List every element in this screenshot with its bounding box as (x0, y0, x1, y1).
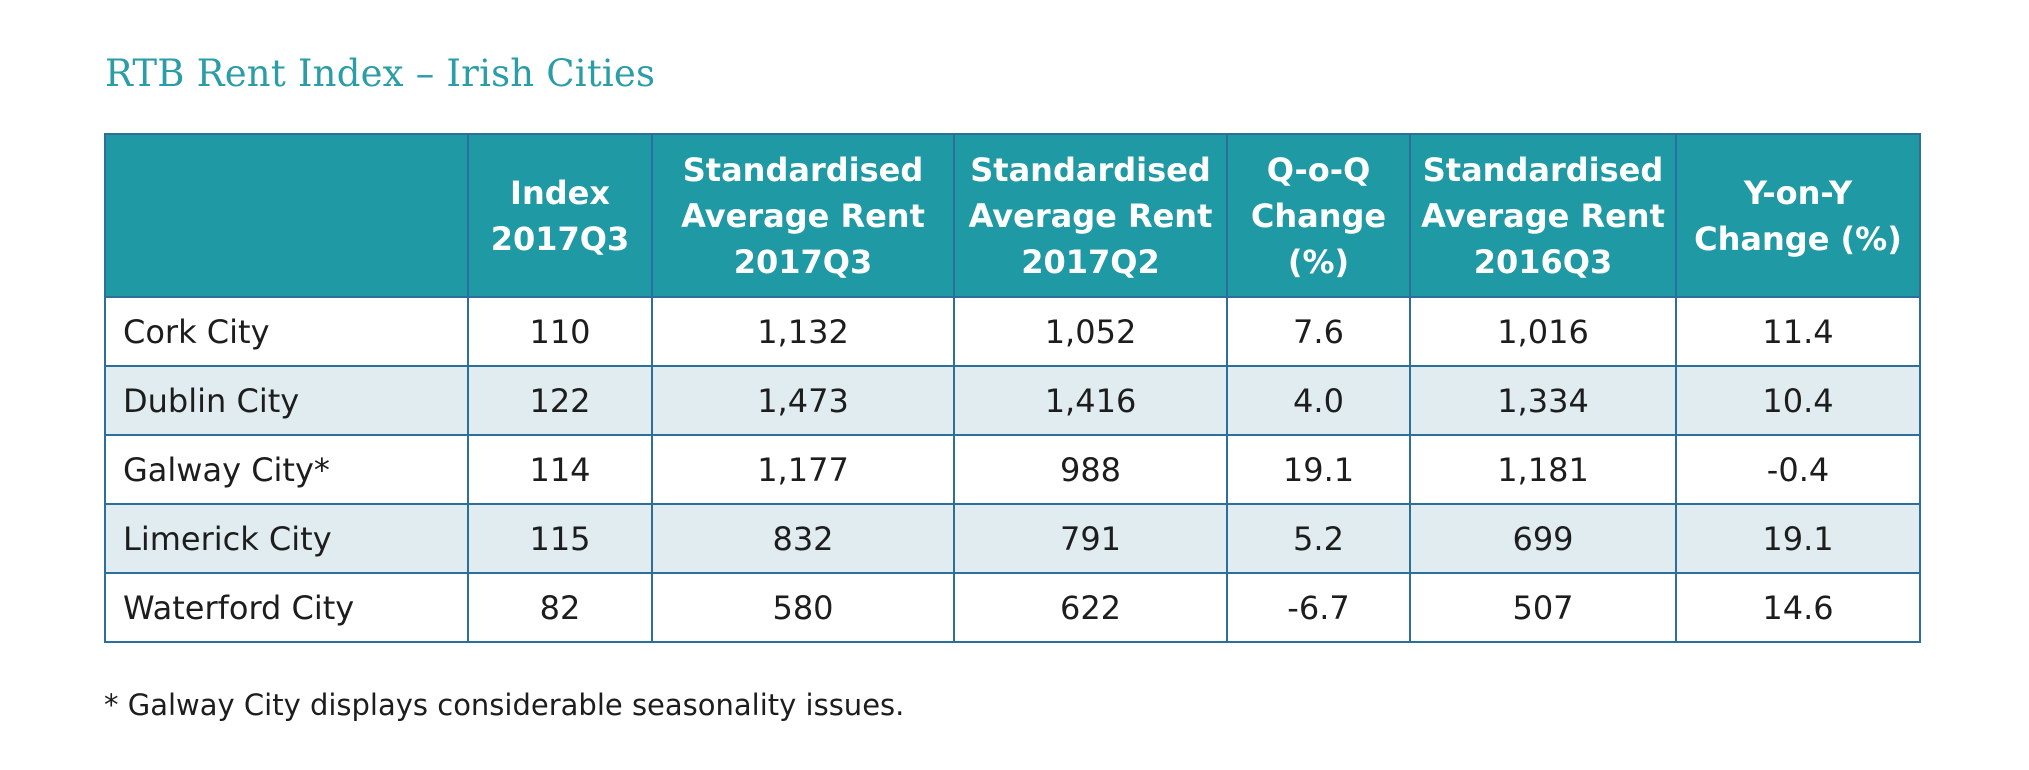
rent-2017q3-cell: 1,473 (651, 365, 955, 436)
city-name-cell: Limerick City (104, 503, 469, 574)
table-row: Dublin City 122 1,473 1,416 4.0 1,334 10… (104, 365, 1921, 436)
page-title: RTB Rent Index – Irish Cities (105, 52, 656, 95)
index-cell: 115 (467, 503, 653, 574)
city-name-cell: Waterford City (104, 572, 469, 643)
yoy-change-cell: 11.4 (1675, 296, 1921, 367)
yoy-change-cell: 14.6 (1675, 572, 1921, 643)
rent-2017q2-cell: 1,416 (953, 365, 1228, 436)
city-name-cell: Galway City* (104, 434, 469, 505)
header-cell-yoy-change: Y-on-Y Change (%) (1675, 133, 1921, 298)
index-cell: 82 (467, 572, 653, 643)
rent-2017q2-cell: 988 (953, 434, 1228, 505)
qoq-change-cell: 19.1 (1226, 434, 1411, 505)
header-cell-qoq-change: Q-o-Q Change (%) (1226, 133, 1411, 298)
rent-2016q3-cell: 507 (1409, 572, 1677, 643)
rent-2016q3-cell: 1,016 (1409, 296, 1677, 367)
rent-index-table: Index 2017Q3 Standardised Average Rent 2… (104, 133, 1921, 643)
index-cell: 122 (467, 365, 653, 436)
rent-2017q3-cell: 1,132 (651, 296, 955, 367)
header-cell-rent-2017q2: Standardised Average Rent 2017Q2 (953, 133, 1228, 298)
table-row: Limerick City 115 832 791 5.2 699 19.1 (104, 503, 1921, 574)
index-cell: 110 (467, 296, 653, 367)
rent-2017q2-cell: 1,052 (953, 296, 1228, 367)
rent-2017q2-cell: 622 (953, 572, 1228, 643)
header-cell-index: Index 2017Q3 (467, 133, 653, 298)
yoy-change-cell: 19.1 (1675, 503, 1921, 574)
qoq-change-cell: 7.6 (1226, 296, 1411, 367)
yoy-change-cell: 10.4 (1675, 365, 1921, 436)
rent-2017q3-cell: 580 (651, 572, 955, 643)
qoq-change-cell: 4.0 (1226, 365, 1411, 436)
header-cell-rent-2016q3: Standardised Average Rent 2016Q3 (1409, 133, 1677, 298)
table-row: Cork City 110 1,132 1,052 7.6 1,016 11.4 (104, 296, 1921, 367)
rent-2017q3-cell: 1,177 (651, 434, 955, 505)
rent-2016q3-cell: 699 (1409, 503, 1677, 574)
city-name-cell: Dublin City (104, 365, 469, 436)
qoq-change-cell: -6.7 (1226, 572, 1411, 643)
rent-2016q3-cell: 1,181 (1409, 434, 1677, 505)
rent-2016q3-cell: 1,334 (1409, 365, 1677, 436)
table-row: Galway City* 114 1,177 988 19.1 1,181 -0… (104, 434, 1921, 505)
rent-2017q2-cell: 791 (953, 503, 1228, 574)
footnote: * Galway City displays considerable seas… (104, 688, 905, 722)
yoy-change-cell: -0.4 (1675, 434, 1921, 505)
index-cell: 114 (467, 434, 653, 505)
header-cell-city (104, 133, 469, 298)
rent-2017q3-cell: 832 (651, 503, 955, 574)
table-row: Waterford City 82 580 622 -6.7 507 14.6 (104, 572, 1921, 643)
qoq-change-cell: 5.2 (1226, 503, 1411, 574)
city-name-cell: Cork City (104, 296, 469, 367)
header-cell-rent-2017q3: Standardised Average Rent 2017Q3 (651, 133, 955, 298)
table-header-row: Index 2017Q3 Standardised Average Rent 2… (104, 133, 1921, 298)
